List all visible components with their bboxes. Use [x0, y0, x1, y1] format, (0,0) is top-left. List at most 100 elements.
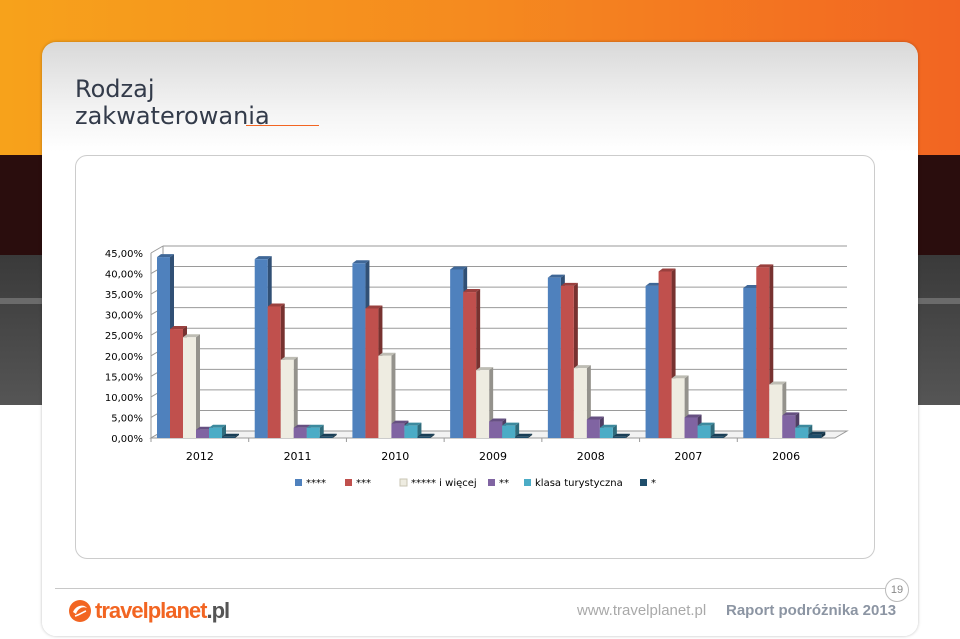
bar-top [671, 375, 689, 379]
bar [352, 263, 366, 438]
bar [586, 419, 600, 438]
bar [293, 427, 307, 438]
bar-top [795, 424, 813, 428]
bar-side [528, 433, 533, 438]
bar-side [417, 422, 422, 438]
bar-side [235, 433, 239, 438]
x-tick-label: 2010 [381, 450, 409, 463]
bar-top [769, 381, 787, 385]
bar [515, 436, 529, 438]
bar [808, 434, 822, 438]
page-number: 19 [885, 578, 909, 602]
bar-top [658, 268, 676, 272]
legend-swatch [399, 478, 408, 487]
bar-chart: 0,00% 5,00% 10,00% 15,00% 20,00% 25,00% 30,00%… [105, 245, 849, 489]
right-stripe [918, 298, 960, 304]
bar [170, 329, 183, 438]
page-title: Rodzaj zakwaterowania [75, 76, 335, 130]
bar-top [684, 414, 702, 418]
page-title-line1: Rodzaj [75, 75, 155, 103]
bar-top [463, 289, 481, 293]
legend-label: ** [499, 478, 509, 489]
footer-url[interactable]: www.travelplanet.pl [577, 602, 707, 619]
bar-top [280, 356, 298, 360]
legend-swatch [345, 479, 352, 486]
bar-top [378, 352, 396, 356]
bar [671, 378, 685, 438]
bar [684, 417, 698, 438]
bar-top [756, 264, 774, 268]
bar-top [293, 424, 311, 428]
bar-top [404, 422, 422, 426]
bar-top [573, 365, 591, 369]
bar [463, 292, 477, 438]
bar-top [450, 266, 468, 270]
bar-top [645, 282, 663, 286]
bar [267, 306, 281, 438]
bar [658, 271, 672, 438]
legend-label: **** [306, 478, 326, 489]
legend-label: klasa turystyczna [535, 478, 623, 489]
bar [157, 257, 170, 438]
bar [183, 337, 196, 438]
y-tick-label: 30,00% [105, 311, 143, 322]
bar-top [476, 367, 494, 371]
bar [254, 259, 268, 438]
x-tick-label: 2011 [284, 450, 312, 463]
y-tick-label: 5,00% [111, 413, 143, 424]
bar-top [697, 422, 715, 426]
y-tick-label: 10,00% [105, 393, 143, 404]
bar [645, 285, 659, 438]
bar-top [808, 431, 826, 435]
bar [450, 269, 464, 438]
footer-report-title: Raport podróżnika 2013 [726, 602, 897, 619]
bar [365, 308, 379, 438]
y-tick-label: 40,00% [105, 270, 143, 281]
bar-side [332, 433, 337, 438]
x-tick-label: 2009 [479, 450, 507, 463]
bar [378, 355, 392, 438]
x-tick-label: 2008 [577, 450, 605, 463]
logo-suffix: .pl [206, 598, 231, 623]
footer-divider [55, 588, 893, 589]
bar-side [391, 352, 396, 438]
bar-top [319, 433, 337, 437]
left-stripe [0, 298, 42, 304]
bar [306, 427, 320, 438]
y-tick-label: 25,00% [105, 331, 143, 342]
legend-swatch [295, 479, 302, 486]
bar-top [157, 254, 174, 258]
bar-side [293, 356, 298, 438]
bar-top [196, 426, 213, 430]
bar-top [710, 433, 728, 437]
legend-label: * [651, 478, 656, 489]
bar-top [352, 260, 370, 264]
bar-side [430, 433, 435, 438]
bar-top [782, 412, 800, 416]
y-tick-label: 0,00% [111, 434, 143, 445]
legend-label: ***** i więcej [411, 478, 477, 489]
bar [196, 429, 209, 438]
bar-side [710, 422, 715, 438]
bar [795, 427, 809, 438]
x-tick-label: 2006 [772, 450, 800, 463]
bar-top [391, 420, 409, 424]
bar-side [723, 433, 728, 438]
travelplanet-logo[interactable]: travelplanet .pl [68, 597, 231, 625]
title-underline [246, 125, 319, 126]
bar [769, 384, 783, 438]
bar-top [183, 334, 200, 338]
legend-swatch [524, 479, 531, 486]
bar-top [306, 424, 324, 428]
bar-top [489, 418, 507, 422]
legend-swatch [488, 479, 495, 486]
bar-top [586, 416, 604, 420]
bar-top [502, 422, 520, 426]
y-tick-label: 20,00% [105, 352, 143, 363]
bar-top [547, 274, 565, 278]
bar [782, 415, 796, 438]
legend-swatch [640, 479, 647, 486]
bar-top [365, 305, 383, 309]
bar [476, 370, 490, 438]
bar-side [515, 422, 520, 438]
